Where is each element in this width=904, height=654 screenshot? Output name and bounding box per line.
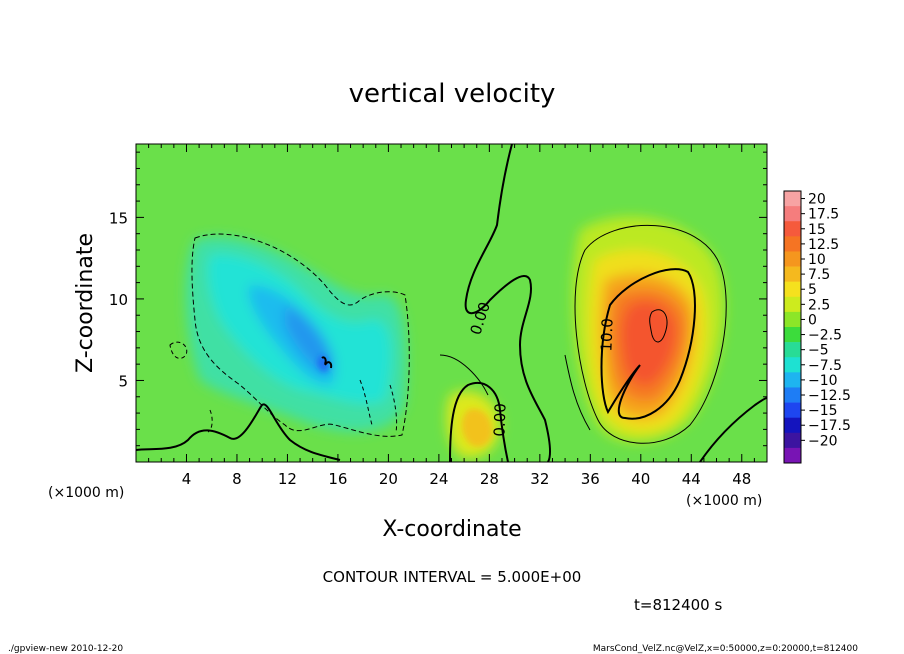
colorbar-label: −15 [808, 403, 838, 419]
y-axis-label: Z-coordinate [73, 233, 98, 373]
colorbar-segment [784, 447, 801, 464]
colorbar-segment [784, 327, 801, 343]
colorbar-label: −10 [808, 373, 838, 389]
x-tick-label: 32 [530, 470, 549, 488]
x-tick-label: 20 [379, 470, 398, 488]
colorbar-segment [784, 311, 801, 328]
footer-left: ./gpview-new 2010-12-20 [8, 644, 123, 654]
x-tick-label: 16 [328, 470, 347, 488]
colorbar-label: 20 [808, 192, 826, 208]
colorbar-segment [784, 206, 801, 222]
x-tick-label: 8 [232, 470, 242, 488]
colorbar-segment [784, 357, 801, 373]
colorbar-label: 12.5 [808, 237, 839, 253]
colorbar-segment [784, 432, 801, 449]
colorbar-segment [784, 251, 801, 267]
x-tick-label: 44 [682, 470, 701, 488]
x-unit-label-right: (×1000 m) [686, 493, 762, 509]
y-tick-label: 10 [109, 291, 128, 309]
colorbar-segment [784, 387, 801, 403]
colorbar-label: −17.5 [808, 418, 851, 434]
x-tick-label: 24 [429, 470, 448, 488]
plot-area: 0.00 0.00 10.0 [136, 144, 767, 462]
contour-labels: 0.00 0.00 10.0 [467, 300, 617, 437]
colorbar-label: 15 [808, 222, 826, 238]
colorbar-segment [784, 417, 801, 434]
x-tick-label: 4 [182, 470, 192, 488]
colorbar-frame [783, 190, 802, 464]
colorbar-segment [784, 281, 801, 298]
contour-label-zero-lower: 0.00 [490, 403, 509, 437]
x-tick-label: 48 [732, 470, 751, 488]
colorbar-label: −12.5 [808, 388, 851, 404]
colorbar-label: 0 [808, 312, 817, 328]
colorbar-segment [784, 221, 801, 237]
x-unit-label-left: (×1000 m) [48, 485, 124, 501]
colorbar-segment [784, 372, 801, 388]
x-tick-label: 36 [581, 470, 600, 488]
colorbar-label: −20 [808, 433, 838, 449]
time-label: t=812400 s [634, 596, 722, 614]
colorbar-segment [784, 236, 801, 252]
colorbar-label: −7.5 [808, 358, 842, 374]
colorbar: 2017.51512.5107.552.50−2.5−5−7.5−10−12.5… [783, 190, 851, 464]
x-tick-label: 12 [278, 470, 297, 488]
colorbar-label: 17.5 [808, 207, 839, 223]
y-tick-label: 5 [118, 372, 128, 390]
x-axis: 4 8 12 16 20 24 28 32 36 40 44 48 [148, 144, 755, 488]
colorbar-segment [784, 342, 801, 358]
y-axis: 5 10 15 [109, 151, 767, 447]
colorbar-label: 7.5 [808, 267, 830, 283]
colorbar-segment [784, 402, 801, 418]
chart-title: vertical velocity [349, 79, 556, 109]
footer-right: MarsCond_VelZ.nc@VelZ,x=0:50000,z=0:2000… [593, 644, 858, 654]
contour-interval: CONTOUR INTERVAL = 5.000E+00 [323, 568, 582, 586]
x-tick-label: 40 [631, 470, 650, 488]
colorbar-label: −5 [808, 343, 829, 359]
field-shading [185, 216, 725, 459]
colorbar-label: 5 [808, 282, 817, 298]
x-tick-label: 28 [480, 470, 499, 488]
colorbar-segment [784, 266, 801, 282]
colorbar-segment [784, 296, 801, 313]
colorbar-segment [784, 191, 801, 207]
contour-label-ten: 10.0 [597, 318, 616, 352]
colorbar-label: 10 [808, 252, 826, 268]
contour-lines [136, 144, 767, 462]
x-axis-label: X-coordinate [382, 517, 521, 542]
y-tick-label: 15 [109, 209, 128, 227]
colorbar-label: −2.5 [808, 328, 842, 344]
colorbar-label: 2.5 [808, 297, 830, 313]
